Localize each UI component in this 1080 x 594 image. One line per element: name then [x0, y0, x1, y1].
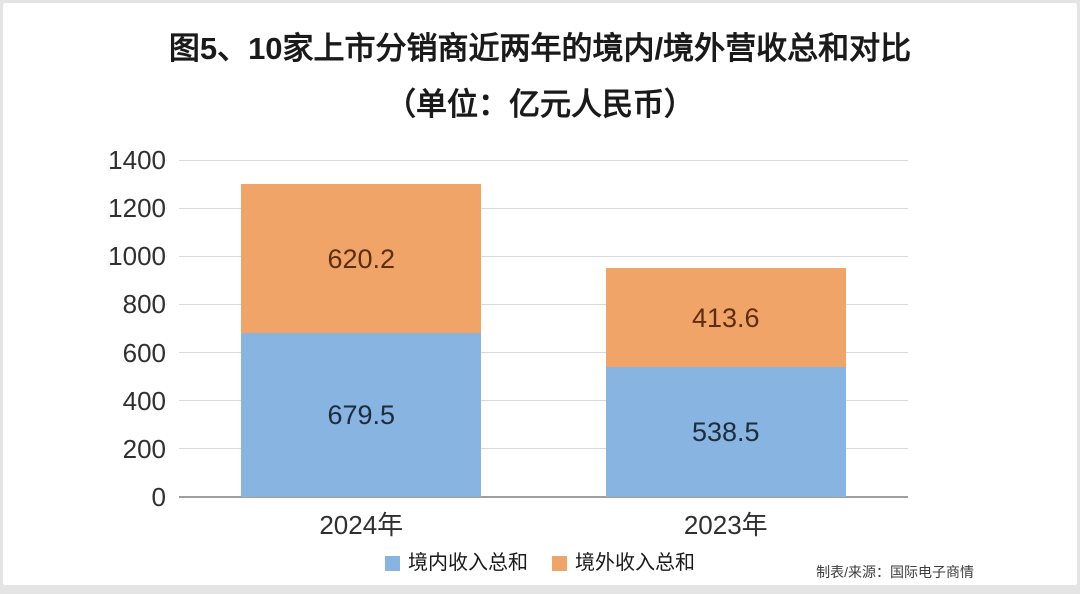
- y-tick-label: 600: [122, 337, 166, 368]
- gridline: [179, 159, 908, 161]
- bar-value-label: 679.5: [327, 400, 396, 431]
- legend-item-label: 境内收入总和: [408, 552, 528, 574]
- y-tick-label: 200: [122, 433, 166, 464]
- stacked-bar-chart: 0 200 400 600 800 1000 1200 1400 679.5 620.2 2024年…: [3, 3, 1077, 585]
- chart-title-line-2: （单位：亿元人民币）: [385, 87, 695, 122]
- source-credit: 制表/来源：国际电子商情: [816, 564, 974, 580]
- chart-title-line-1: 图5、10家上市分销商近两年的境内/境外营收总和对比: [168, 31, 912, 66]
- y-tick-label: 400: [122, 385, 166, 416]
- legend-item-label: 境外收入总和: [575, 552, 695, 574]
- bar-value-label: 620.2: [327, 243, 396, 274]
- y-tick-label: 1000: [108, 241, 166, 272]
- y-tick-label: 0: [151, 482, 166, 512]
- gridline: [179, 352, 908, 354]
- gridline: [179, 400, 908, 402]
- legend-item-series1: 境外收入总和: [552, 551, 695, 575]
- gridline: [179, 448, 908, 450]
- chart-title: 图5、10家上市分销商近两年的境内/境外营收总和对比 （单位：亿元人民币）: [3, 21, 1077, 133]
- gridline: [179, 207, 908, 209]
- y-tick-label: 1200: [108, 193, 166, 224]
- gridline: [179, 303, 908, 305]
- bar-segment-series1-cat1: [605, 267, 846, 368]
- legend-swatch-icon: [552, 555, 567, 571]
- bar-segment-series0-cat0: [241, 333, 482, 497]
- bar-segment-series1-cat0: [241, 184, 482, 334]
- bar-value-label: 538.5: [691, 417, 760, 448]
- bar-segment-series0-cat1: [605, 367, 846, 497]
- x-axis-line: [179, 496, 908, 498]
- chart-legend: 境内收入总和 境外收入总和: [3, 551, 1077, 575]
- gridline: [179, 255, 908, 257]
- chart-card: 图5、10家上市分销商近两年的境内/境外营收总和对比 （单位：亿元人民币） 0 2…: [3, 3, 1077, 585]
- legend-swatch-icon: [385, 555, 400, 571]
- x-tick-label: 2023年: [683, 510, 768, 540]
- legend-item-series0: 境内收入总和: [385, 551, 528, 575]
- x-tick-label: 2024年: [319, 510, 404, 540]
- y-tick-label: 800: [122, 289, 166, 320]
- y-tick-label: 1400: [108, 145, 166, 175]
- bar-value-label: 413.6: [691, 302, 760, 333]
